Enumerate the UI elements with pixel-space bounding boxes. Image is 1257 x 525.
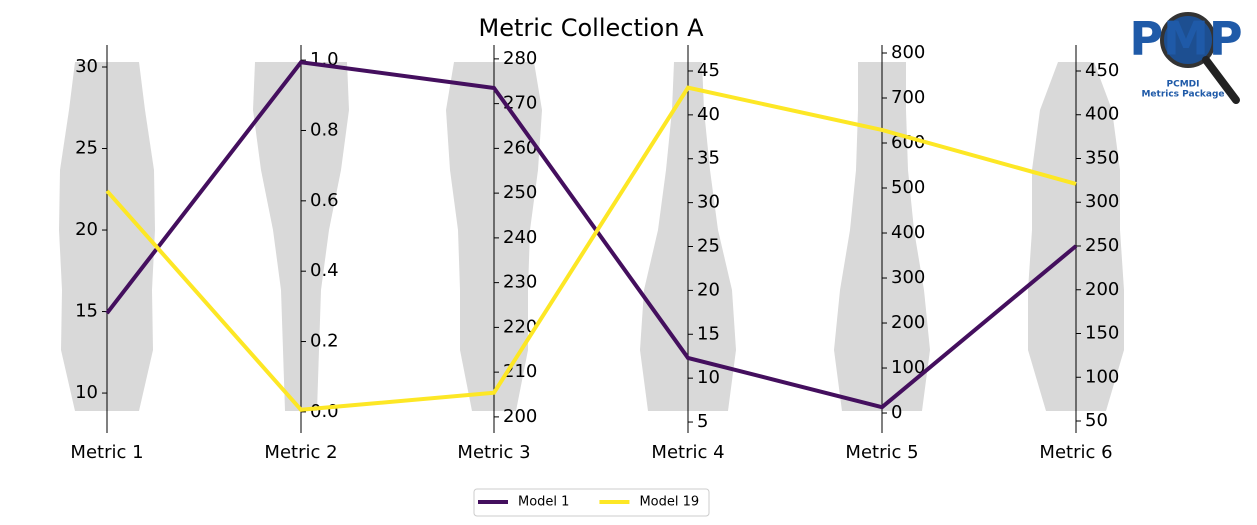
y-tick-label: 15: [75, 301, 98, 322]
y-tick-label: 0.8: [310, 119, 339, 140]
x-tick-label: Metric 5: [845, 442, 918, 463]
y-tick-label: 35: [697, 148, 720, 169]
series-line: [105, 85, 1077, 412]
y-tick-label: 20: [75, 219, 98, 240]
y-tick-label: 250: [1085, 235, 1119, 256]
y-tick-label: 20: [697, 279, 720, 300]
logo-lens: [1160, 12, 1216, 68]
y-tick-label: 220: [503, 316, 537, 337]
legend-label: Model 19: [639, 495, 699, 510]
y-tick-label: 300: [891, 267, 925, 288]
y-tick-label: 250: [503, 182, 537, 203]
y-tick-label: 240: [503, 227, 537, 248]
x-tick-label: Metric 6: [1039, 442, 1112, 463]
y-tick-label: 45: [697, 60, 720, 81]
logo: PMP PCMDI Metrics Package: [1129, 12, 1243, 104]
y-tick-label: 350: [1085, 147, 1119, 168]
y-tick-label: 0.0: [310, 401, 339, 422]
logo-subtitle: PCMDI: [1167, 80, 1200, 90]
x-tick-label: Metric 4: [651, 442, 724, 463]
x-tick-label: Metric 2: [264, 442, 337, 463]
legend-label: Model 1: [518, 495, 569, 510]
y-tick-label: 200: [891, 312, 925, 333]
y-tick-label: 40: [697, 104, 720, 125]
x-tick-label: Metric 1: [70, 442, 143, 463]
y-tick-label: 270: [503, 93, 537, 114]
y-tick-label: 400: [891, 222, 925, 243]
logo-title: PMP: [1129, 12, 1242, 66]
logo-handle: [1202, 56, 1240, 104]
y-tick-label: 100: [891, 357, 925, 378]
chart-title: Metric Collection A: [479, 14, 705, 42]
y-tick-label: 25: [75, 138, 98, 159]
y-tick-label: 5: [697, 411, 708, 432]
y-tick-label: 400: [1085, 104, 1119, 125]
y-tick-label: 0.4: [310, 260, 339, 281]
y-tick-label: 200: [1085, 279, 1119, 300]
y-tick-label: 450: [1085, 60, 1119, 81]
y-tick-label: 150: [1085, 323, 1119, 344]
y-tick-label: 100: [1085, 366, 1119, 387]
y-tick-label: 200: [503, 406, 537, 427]
y-tick-label: 15: [697, 323, 720, 344]
y-tick-label: 260: [503, 137, 537, 158]
y-tick-label: 0: [891, 402, 902, 423]
series-line: [105, 60, 1078, 410]
y-tick-label: 600: [891, 132, 925, 153]
y-tick-label: 700: [891, 87, 925, 108]
y-tick-label: 0.6: [310, 190, 339, 211]
y-tick-label: 230: [503, 272, 537, 293]
y-tick-label: 50: [1085, 410, 1108, 431]
y-tick-label: 25: [697, 236, 720, 257]
y-tick-label: 500: [891, 177, 925, 198]
y-tick-label: 10: [697, 367, 720, 388]
y-tick-label: 30: [697, 192, 720, 213]
legend-box: [473, 488, 710, 517]
y-tick-label: 30: [75, 56, 98, 77]
y-tick-label: 10: [75, 382, 98, 403]
x-tick-label: Metric 3: [457, 442, 530, 463]
logo-subtitle: Metrics Package: [1141, 90, 1224, 100]
y-tick-label: 0.2: [310, 331, 339, 352]
y-tick-label: 300: [1085, 191, 1119, 212]
y-tick-label: 280: [503, 48, 537, 69]
y-tick-label: 800: [891, 42, 925, 63]
